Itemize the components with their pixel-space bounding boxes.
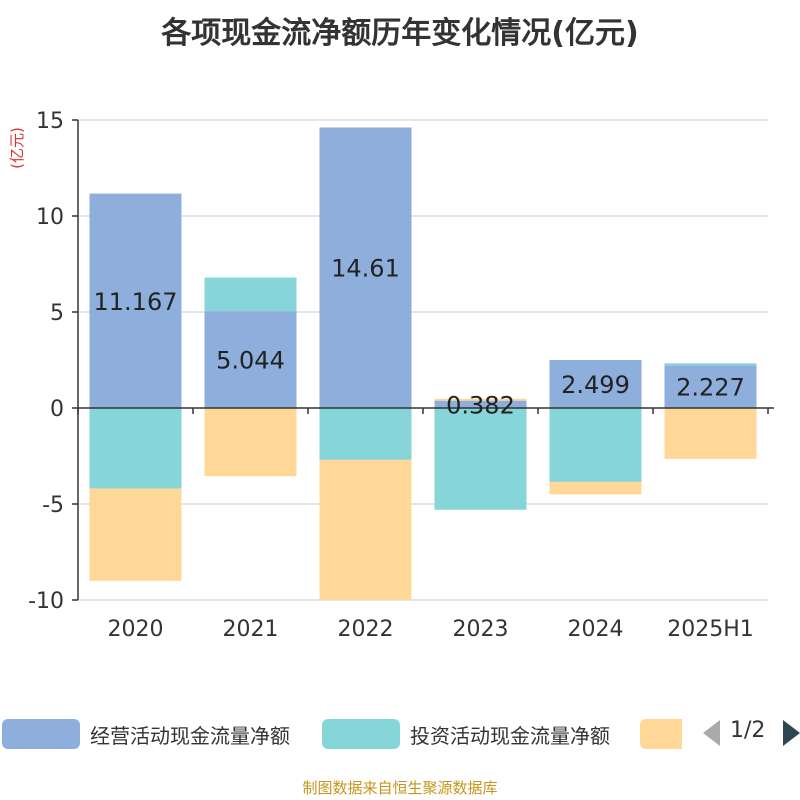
y-tick-label: -5 <box>42 493 64 518</box>
legend-swatch-financing <box>640 719 682 749</box>
bar-2020-series-1[interactable] <box>89 193 182 408</box>
bar-2021-series-3[interactable] <box>204 408 297 477</box>
data-label: 2.227 <box>676 374 745 402</box>
chart-title: 各项现金流净额历年变化情况(亿元) <box>161 16 639 51</box>
bar-2024-series-2[interactable] <box>549 408 642 482</box>
y-tick-label: 0 <box>50 397 64 422</box>
x-tick-label: 2023 <box>453 617 509 642</box>
bar-2022-series-1[interactable] <box>319 127 412 408</box>
bar-2021-series-2[interactable] <box>204 277 297 312</box>
legend-item-operating[interactable]: 经营活动现金流量净额 <box>2 718 290 750</box>
legend-label-investing: 投资活动现金流量净额 <box>410 723 610 748</box>
y-tick-label: -10 <box>28 589 64 614</box>
axes: -10 -5 0 5 10 15 2020 2021 2022 2023 2024 2025H1 <box>28 109 774 642</box>
data-label: 2.499 <box>561 371 630 399</box>
bar-2021-series-1[interactable] <box>204 311 297 408</box>
data-label: 11.167 <box>94 288 178 316</box>
legend-swatch-operating <box>2 719 80 749</box>
legend-prev-page-icon[interactable] <box>703 720 720 746</box>
legend-page-indicator: 1/2 <box>730 718 766 743</box>
bar-2023-series-3[interactable] <box>434 398 527 401</box>
bar-2022-series-3[interactable] <box>319 459 412 600</box>
y-tick-label: 5 <box>50 301 64 326</box>
legend: 经营活动现金流量净额 投资活动现金流量净额 <box>0 714 800 754</box>
x-tick-label: 2022 <box>338 617 394 642</box>
legend-label-operating: 经营活动现金流量净额 <box>90 723 290 748</box>
data-label: 14.61 <box>331 255 400 283</box>
legend-next-page-icon[interactable] <box>783 720 800 746</box>
data-label: 0.382 <box>446 391 515 419</box>
y-tick-label: 10 <box>36 205 64 230</box>
bars <box>89 127 757 600</box>
data-source-footer: 制图数据来自恒生聚源数据库 <box>302 779 498 797</box>
bar-2024-series-1[interactable] <box>549 360 642 408</box>
y-axis-label: (亿元) <box>8 127 26 169</box>
data-label: 5.044 <box>216 347 285 375</box>
bar-2023-series-1[interactable] <box>434 400 527 408</box>
x-tick-label: 2021 <box>223 617 279 642</box>
legend-swatch-investing <box>322 719 400 749</box>
legend-pager: 1/2 <box>703 708 800 756</box>
bar-2022-series-2[interactable] <box>319 408 412 460</box>
bar-2025H1-series-1[interactable] <box>664 365 757 408</box>
legend-item-investing[interactable]: 投资活动现金流量净额 <box>322 718 610 750</box>
legend-item-financing[interactable] <box>640 718 682 750</box>
x-tick-label: 2020 <box>108 617 164 642</box>
bar-2023-series-2[interactable] <box>434 408 527 510</box>
y-tick-label: 15 <box>36 109 64 134</box>
x-tick-label: 2025H1 <box>667 617 754 642</box>
bar-2020-series-3[interactable] <box>89 488 182 581</box>
bar-2024-series-3[interactable] <box>549 481 642 495</box>
grid-lines <box>78 119 768 601</box>
bar-2025H1-series-2[interactable] <box>664 363 757 366</box>
data-labels: 11.167 5.044 14.61 0.382 2.499 2.227 <box>94 255 745 420</box>
x-tick-label: 2024 <box>568 617 624 642</box>
bar-2020-series-2[interactable] <box>89 408 182 489</box>
bar-2025H1-series-3[interactable] <box>664 408 757 459</box>
